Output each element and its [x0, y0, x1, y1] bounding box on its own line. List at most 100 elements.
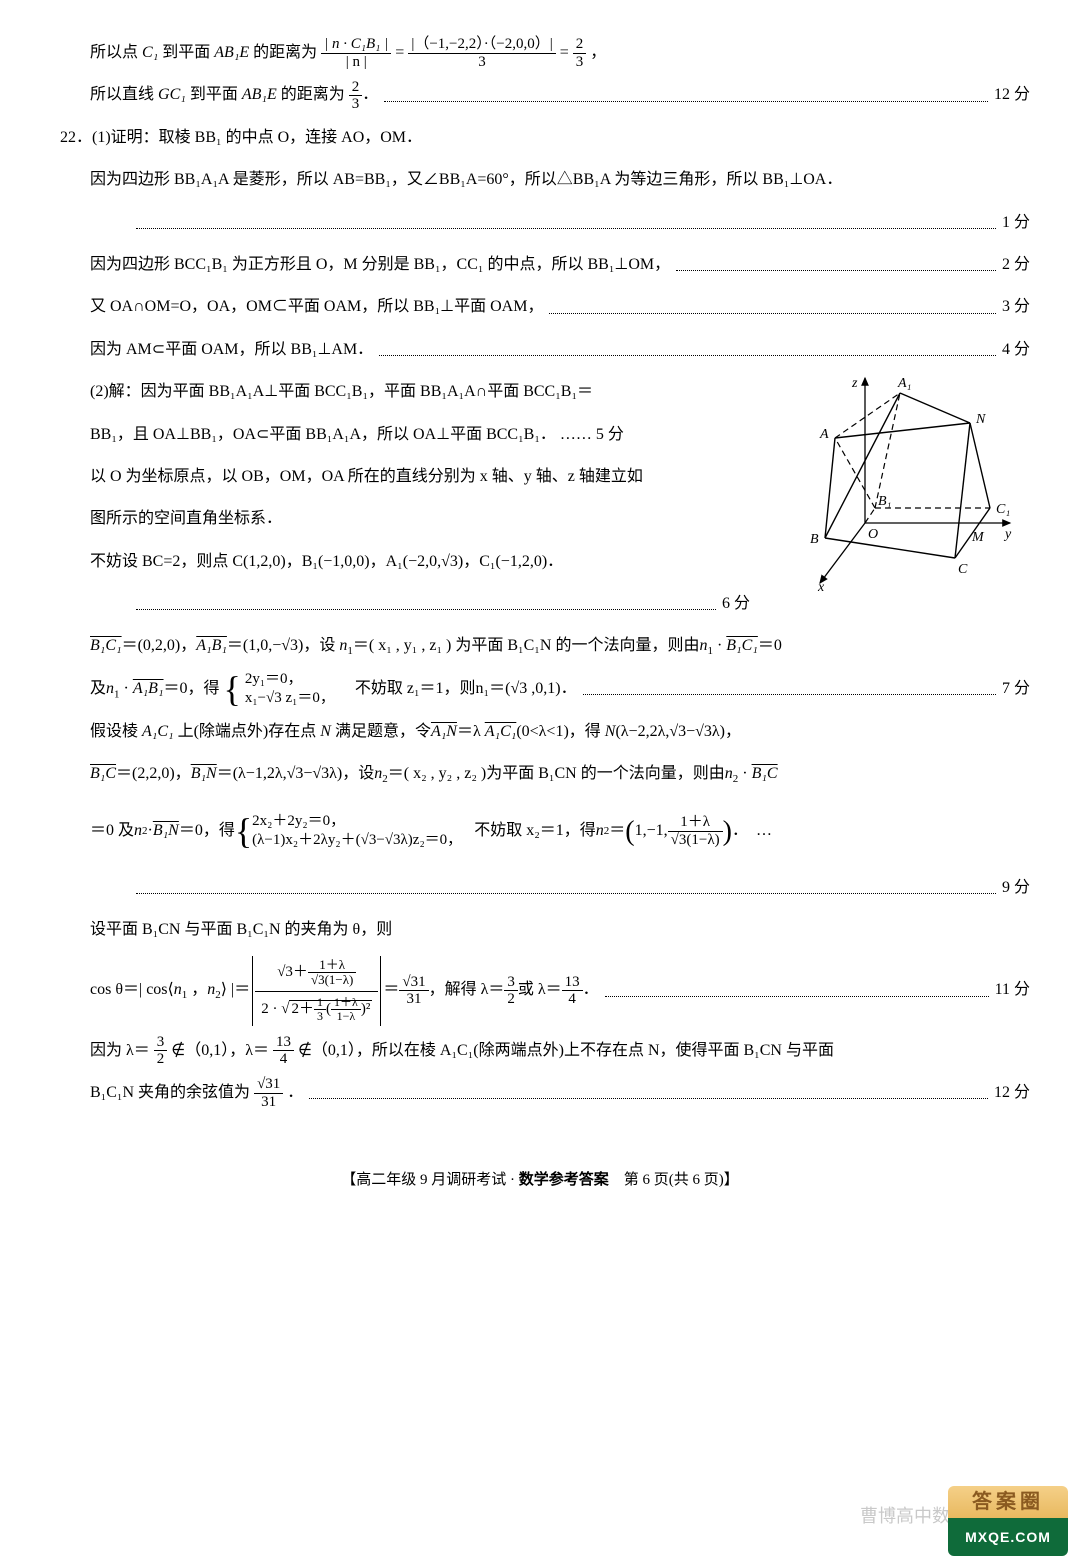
t: 图所示的空间直角坐标系． — [90, 510, 282, 527]
n: 3 — [154, 1034, 168, 1052]
svg-text:A: A — [819, 427, 829, 442]
t: 因为四边形 BCC₁B₁ 为正方形且 O，M 分别是 BB₁，CC₁ 的中点，所… — [90, 246, 670, 284]
wm-top: 答案圈 — [948, 1486, 1068, 1518]
num: |（−1,−2,2）·（−2,0,0）| — [408, 36, 555, 54]
n: √31 — [399, 974, 428, 992]
frac: 23 — [349, 79, 363, 113]
q22-p3: 又 OA∩OM=O，OA，OM⊂平面 OAM，所以 BB₁⊥平面 OAM，3 分 — [50, 288, 1030, 326]
frac: 23 — [573, 36, 587, 70]
fa: 【高二年级 9 月调研考试 · — [341, 1172, 519, 1188]
dotfill — [384, 89, 988, 101]
frac: | n · C₁B₁ | | n | — [321, 36, 391, 70]
d: 2 — [154, 1051, 168, 1068]
line-dist-gc1: 所以直线 GC₁ 到平面 AB₁E 的距离为 23． 12 分 — [50, 76, 1030, 114]
c1: C₁ — [142, 44, 158, 61]
eq1: 2x₂＋2y₂＝0， — [252, 812, 462, 832]
theta-line: 设平面 B₁CN 与平面 B₁C₁N 的夹角为 θ，则 — [50, 911, 1030, 949]
t: 所以点 — [90, 44, 142, 61]
t: BB₁，且 OA⊥BB₁，OA⊂平面 BB₁A₁A，所以 OA⊥平面 BCC₁B… — [90, 426, 624, 443]
den: 3 — [573, 54, 587, 71]
dotfill — [136, 882, 996, 894]
eq2: x₁−√3 z₁＝0， — [245, 689, 335, 709]
n: 3 — [504, 974, 518, 992]
dotfill — [136, 598, 716, 610]
page-footer: 【高二年级 9 月调研考试 · 数学参考答案 第 6 页(共 6 页)】 — [50, 1162, 1030, 1198]
t: 设平面 B₁CN 与平面 B₁C₁N 的夹角为 θ，则 — [90, 921, 392, 938]
d: 31 — [399, 991, 428, 1008]
line-dist-c1: 所以点 C₁ 到平面 AB₁E 的距离为 | n · C₁B₁ || n | =… — [50, 34, 1030, 72]
svg-text:B: B — [810, 532, 819, 547]
svg-text:y: y — [1003, 527, 1012, 542]
n: 13 — [273, 1034, 294, 1052]
dotfill — [676, 259, 996, 271]
sys1-line: 及n1 · A₁B₁＝0，得 { 2y₁＝0， x₁−√3 z₁＝0， 不妨取 … — [50, 670, 1030, 709]
gc1: GC₁ — [158, 86, 186, 103]
score: 11 分 — [995, 971, 1030, 1009]
score: 7 分 — [1002, 670, 1030, 708]
vec-line-1: B₁C₁＝(0,2,0)，A₁B₁＝(1,0,−√3)，设 n1＝( x₁ , … — [50, 627, 1030, 665]
assume-line: 假设棱 A₁C₁ 上(除端点外)存在点 N 满足题意，令A₁N＝λ A₁C₁(0… — [50, 713, 1030, 751]
vec-line-2: B₁C＝(2,2,0)，B₁N＝(λ−1,2λ,√3−√3λ)，设n2＝( x₂… — [50, 755, 1030, 793]
q22-p1: 因为四边形 BB₁A₁A 是菱形，所以 AB=BB₁，又∠BB₁A=60°，所以… — [50, 161, 1030, 199]
n: 1＋λ — [668, 814, 723, 832]
eq1: 2y₁＝0， — [245, 670, 335, 690]
fc: 第 6 页(共 6 页)】 — [609, 1172, 739, 1188]
d: √3(1−λ) — [308, 973, 356, 987]
d: 1−λ — [331, 1010, 361, 1023]
cos-line: cos θ＝| cos⟨n1 ，n2⟩ |＝ √3＋1＋λ√3(1−λ) 2 ·… — [50, 954, 1030, 1028]
d: 2 — [504, 991, 518, 1008]
dotfill — [379, 344, 996, 356]
svg-text:C₁: C₁ — [996, 502, 1010, 517]
final-2: B₁C₁N 夹角的余弦值为 √3131 ． 12 分 — [50, 1074, 1030, 1112]
svg-text:M: M — [971, 530, 985, 545]
post: 不妨取 z₁＝1，则n₁＝(√3 ,0,1)． — [339, 680, 577, 697]
watermark-badge: 答案圈 MXQE.COM — [948, 1486, 1068, 1556]
svg-text:A₁: A₁ — [897, 376, 911, 391]
score: 12 分 — [994, 76, 1030, 114]
dotfill — [605, 985, 989, 997]
t: 的距离为 — [249, 44, 317, 61]
t: B₁C₁N 夹角的余弦值为 — [90, 1084, 250, 1101]
svg-text:B₁: B₁ — [878, 494, 891, 509]
geometry-figure: A₁ N A C₁ B₁ O M y B C x z — [760, 373, 1020, 583]
dotfill — [309, 1087, 988, 1099]
t: 所以直线 — [90, 86, 158, 103]
score: 3 分 — [1002, 288, 1030, 326]
q22-s1: 1 分 — [50, 204, 1030, 242]
ab1e: AB₁E — [242, 86, 277, 103]
d: 31 — [254, 1094, 283, 1111]
d: √3(1−λ) — [668, 832, 723, 849]
t: 22．(1)证明：取棱 BB₁ 的中点 O，连接 AO，OM． — [60, 129, 422, 146]
p: ． — [362, 86, 378, 103]
n: 2 — [349, 79, 363, 97]
dotfill — [583, 683, 996, 695]
sys2-line: ＝0 及n2 · B₁N＝0，得 { 2x₂＋2y₂＝0， (λ−1)x₂＋2λ… — [50, 798, 1030, 865]
den: 3 — [408, 54, 555, 71]
q22-p4: 因为 AM⊂平面 OAM，所以 BB₁⊥AM．4 分 — [50, 331, 1030, 369]
t: 的距离为 — [277, 86, 345, 103]
score: 2 分 — [1002, 246, 1030, 284]
t: 因为 AM⊂平面 OAM，所以 BB₁⊥AM． — [90, 331, 373, 369]
score: 1 分 — [1002, 204, 1030, 242]
svg-text:z: z — [851, 376, 858, 391]
n: 13 — [562, 974, 583, 992]
t: ，解得 λ＝ — [429, 971, 505, 1009]
d: 4 — [562, 991, 583, 1008]
den: | n | — [321, 54, 391, 71]
score: 6 分 — [722, 585, 750, 623]
d: 4 — [273, 1051, 294, 1068]
watermark-ghost: 曹博高中数 — [860, 1495, 950, 1538]
svg-text:x: x — [817, 580, 825, 593]
svg-text:O: O — [868, 527, 878, 542]
s9: 9 分 — [50, 869, 1030, 907]
svg-text:N: N — [975, 412, 986, 427]
score: 12 分 — [994, 1074, 1030, 1112]
t: 以 O 为坐标原点，以 OB，OM，OA 所在的直线分别为 x 轴、y 轴、z … — [90, 468, 643, 485]
score: 9 分 — [1002, 869, 1030, 907]
dotfill — [549, 301, 996, 313]
eq2: (λ−1)x₂＋2λy₂＋(√3−√3λ)z₂＝0， — [252, 831, 462, 851]
num: 2 — [573, 36, 587, 54]
comma: ， — [590, 44, 606, 61]
t: 因为四边形 BB₁A₁A 是菱形，所以 AB=BB₁，又∠BB₁A=60°，所以… — [90, 171, 842, 188]
num: | n · C₁B₁ | — [324, 36, 388, 52]
